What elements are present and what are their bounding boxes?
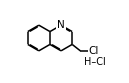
Text: Cl: Cl	[88, 46, 99, 56]
Text: N: N	[57, 20, 65, 30]
Text: H–Cl: H–Cl	[84, 57, 106, 67]
